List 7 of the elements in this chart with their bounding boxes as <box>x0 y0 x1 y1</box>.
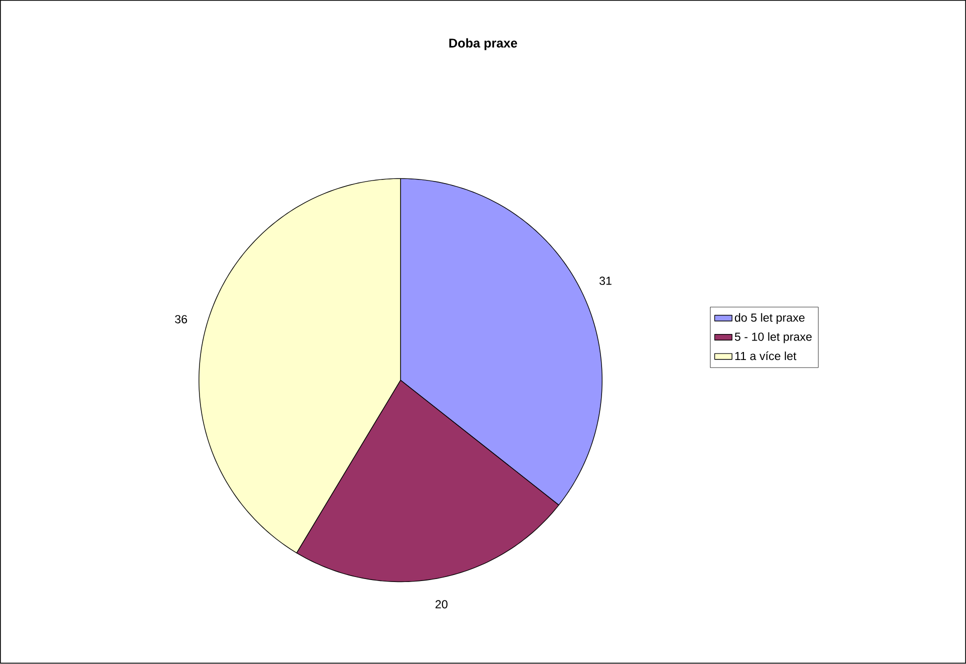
legend-label: do 5 let praxe <box>734 313 805 324</box>
data-label: 20 <box>436 600 448 609</box>
chart-title: Doba praxe <box>449 38 518 50</box>
legend-label: 5 - 10 let praxe <box>734 332 812 344</box>
legend-label: 11 a více let <box>735 352 796 360</box>
data-label: 31 <box>599 276 612 286</box>
data-label: 36 <box>175 315 188 324</box>
